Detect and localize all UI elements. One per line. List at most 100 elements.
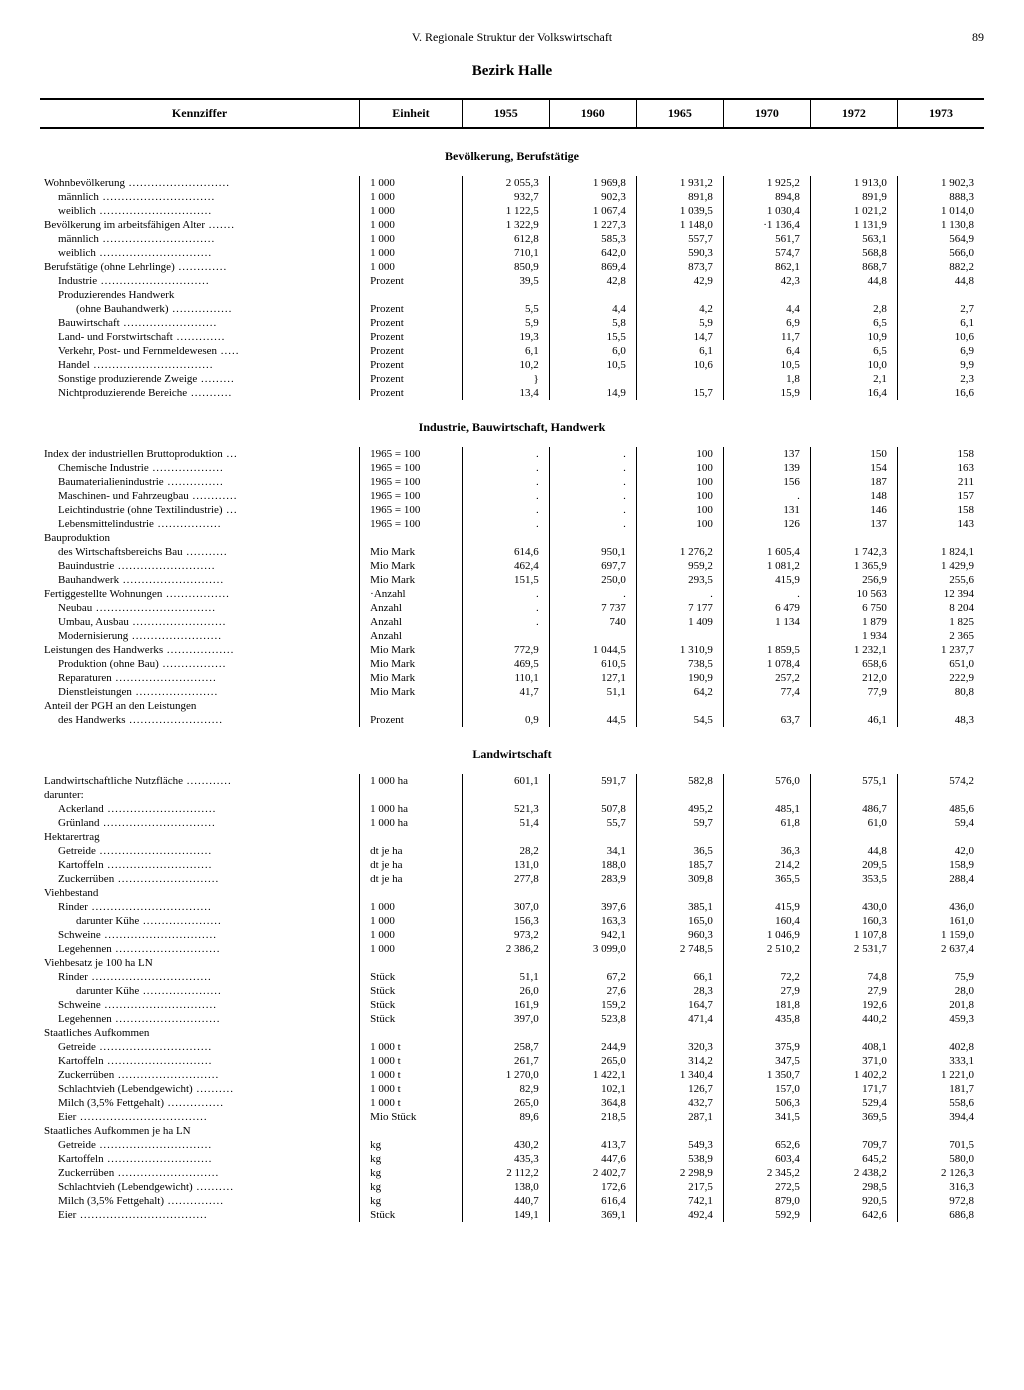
row-unit: Prozent <box>360 358 463 372</box>
table-row: Schweine ..............................1… <box>40 928 984 942</box>
row-value <box>549 629 636 643</box>
row-value: 601,1 <box>462 774 549 788</box>
row-label: Industrie ............................. <box>40 274 360 288</box>
row-value: 413,7 <box>549 1138 636 1152</box>
row-value: 72,2 <box>723 970 810 984</box>
table-row: Industrie .............................P… <box>40 274 984 288</box>
row-unit <box>360 531 463 545</box>
row-value: 0,9 <box>462 713 549 727</box>
table-row: Bauproduktion <box>40 531 984 545</box>
row-value: 1 021,2 <box>810 204 897 218</box>
row-unit: Prozent <box>360 372 463 386</box>
table-row: weiblich ..............................1… <box>40 204 984 218</box>
row-value: 2 438,2 <box>810 1166 897 1180</box>
row-label: Nichtproduzierende Bereiche ........... <box>40 386 360 400</box>
row-value: 333,1 <box>897 1054 984 1068</box>
row-value <box>723 699 810 713</box>
row-label: Verkehr, Post- und Fernmeldewesen ..... <box>40 344 360 358</box>
row-unit: 1 000 t <box>360 1054 463 1068</box>
row-value: 701,5 <box>897 1138 984 1152</box>
row-value: 6,9 <box>897 344 984 358</box>
row-value: 436,0 <box>897 900 984 914</box>
row-label: (ohne Bauhandwerk) ................ <box>40 302 360 316</box>
col-1973: 1973 <box>897 99 984 128</box>
col-1972: 1972 <box>810 99 897 128</box>
row-value: 642,0 <box>549 246 636 260</box>
row-value: 298,5 <box>810 1180 897 1194</box>
row-value: 353,5 <box>810 872 897 886</box>
row-label: Handel ................................ <box>40 358 360 372</box>
table-row: Maschinen- und Fahrzeugbau ............1… <box>40 489 984 503</box>
row-value: 89,6 <box>462 1110 549 1124</box>
row-value: 462,4 <box>462 559 549 573</box>
row-value: 686,8 <box>897 1208 984 1222</box>
row-value: 26,0 <box>462 984 549 998</box>
row-value: 283,9 <box>549 872 636 886</box>
row-value: 614,6 <box>462 545 549 559</box>
table-row: Legehennen ............................S… <box>40 1012 984 1026</box>
row-value: 1 340,4 <box>636 1068 723 1082</box>
row-value: 710,1 <box>462 246 549 260</box>
row-value: 772,9 <box>462 643 549 657</box>
table-row: Staatliches Aufkommen je ha LN <box>40 1124 984 1138</box>
row-value: 1 931,2 <box>636 176 723 190</box>
row-value: 1 130,8 <box>897 218 984 232</box>
row-value: 1 913,0 <box>810 176 897 190</box>
table-row: männlich ..............................1… <box>40 232 984 246</box>
row-value: 55,7 <box>549 816 636 830</box>
row-label: Berufstätige (ohne Lehrlinge) ..........… <box>40 260 360 274</box>
row-value: 190,9 <box>636 671 723 685</box>
row-value <box>897 1026 984 1040</box>
row-value: 44,8 <box>810 274 897 288</box>
row-label: Kartoffeln ............................ <box>40 858 360 872</box>
table-row: Kartoffeln ............................1… <box>40 1054 984 1068</box>
row-unit: Prozent <box>360 302 463 316</box>
row-label: Kartoffeln ............................ <box>40 1054 360 1068</box>
row-value: 277,8 <box>462 872 549 886</box>
row-value: 862,1 <box>723 260 810 274</box>
row-value: 265,0 <box>549 1054 636 1068</box>
row-value: 557,7 <box>636 232 723 246</box>
row-value: 432,7 <box>636 1096 723 1110</box>
row-label: Lebensmittelindustrie ................. <box>40 517 360 531</box>
row-value: 385,1 <box>636 900 723 914</box>
row-value <box>462 830 549 844</box>
row-value: 44,8 <box>897 274 984 288</box>
row-value: 603,4 <box>723 1152 810 1166</box>
row-value: 10,2 <box>462 358 549 372</box>
row-value: 320,3 <box>636 1040 723 1054</box>
row-value: 651,0 <box>897 657 984 671</box>
row-value: 209,5 <box>810 858 897 872</box>
row-value: 397,0 <box>462 1012 549 1026</box>
table-row: Rinder ................................S… <box>40 970 984 984</box>
row-value: 950,1 <box>549 545 636 559</box>
row-value: 1 078,4 <box>723 657 810 671</box>
row-value <box>636 886 723 900</box>
row-value <box>549 372 636 386</box>
row-value: 2 748,5 <box>636 942 723 956</box>
row-value <box>462 788 549 802</box>
table-row: Dienstleistungen ......................M… <box>40 685 984 699</box>
row-unit: kg <box>360 1194 463 1208</box>
row-value: 42,8 <box>549 274 636 288</box>
row-value: 10,9 <box>810 330 897 344</box>
table-row: des Handwerks .........................P… <box>40 713 984 727</box>
row-value: 1 276,2 <box>636 545 723 559</box>
row-value: 564,9 <box>897 232 984 246</box>
row-label: darunter Kühe ..................... <box>40 914 360 928</box>
row-value: 19,3 <box>462 330 549 344</box>
row-value: 139 <box>723 461 810 475</box>
row-value: 1 131,9 <box>810 218 897 232</box>
row-value: 100 <box>636 475 723 489</box>
col-1955: 1955 <box>462 99 549 128</box>
row-value: 612,8 <box>462 232 549 246</box>
row-label: Chemische Industrie ................... <box>40 461 360 475</box>
row-value: 2,3 <box>897 372 984 386</box>
row-value: 265,0 <box>462 1096 549 1110</box>
row-value: 157,0 <box>723 1082 810 1096</box>
row-value: 2 365 <box>897 629 984 643</box>
table-row: Getreide ..............................k… <box>40 1138 984 1152</box>
row-label: darunter Kühe ..................... <box>40 984 360 998</box>
row-unit <box>360 699 463 713</box>
row-label: Produktion (ohne Bau) ................. <box>40 657 360 671</box>
